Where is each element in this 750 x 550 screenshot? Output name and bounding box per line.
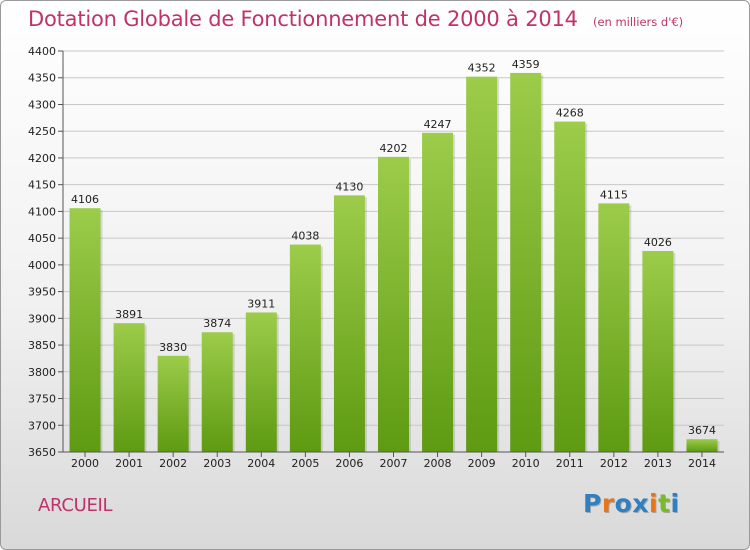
x-tick-label: 2002 (159, 457, 187, 470)
value-labels: 4106 3891 3830 3874 3911 4038 4130 4202 4247 4352… (71, 58, 716, 437)
commune-name: ARCUEIL (38, 495, 113, 516)
value-label: 4106 (71, 193, 99, 206)
logo-letter: i (670, 489, 680, 518)
logo-letter: x (632, 489, 649, 518)
value-label: 4352 (468, 62, 496, 75)
y-tick-label: 3800 (28, 366, 56, 379)
y-tick-label: 4100 (28, 205, 56, 218)
y-tick-label: 4350 (28, 72, 56, 85)
value-label: 4115 (600, 188, 628, 201)
value-label: 4026 (644, 236, 672, 249)
y-tick-label: 4200 (28, 152, 56, 165)
value-label: 4130 (335, 180, 363, 193)
bar (289, 244, 321, 452)
bar (157, 355, 189, 452)
y-axis-ticks: 3650 3700 3750 3800 3850 3900 3950 4000 4050 4100… (28, 45, 63, 459)
y-tick-label: 3950 (28, 286, 56, 299)
x-tick-label: 2013 (644, 457, 672, 470)
bar (201, 332, 233, 452)
y-tick-label: 3700 (28, 419, 56, 432)
axes (62, 51, 724, 453)
y-tick-label: 3850 (28, 339, 56, 352)
x-axis-ticks: 2000 2001 2002 2003 2004 2005 2006 2007 2008 2009… (71, 452, 716, 470)
bar (113, 323, 145, 452)
chart-title: Dotation Globale de Fonctionnement de 20… (28, 7, 578, 31)
y-tick-label: 3650 (28, 446, 56, 459)
bar (642, 250, 674, 452)
bar (686, 439, 718, 452)
value-label: 3674 (688, 424, 716, 437)
x-tick-label: 2008 (424, 457, 452, 470)
bar (466, 76, 498, 452)
x-tick-label: 2014 (688, 457, 716, 470)
y-tick-label: 4400 (28, 45, 56, 58)
value-label: 4202 (380, 142, 408, 155)
bar (245, 312, 277, 452)
bar (333, 195, 365, 453)
title-row: Dotation Globale de Fonctionnement de 20… (28, 7, 683, 31)
value-label: 4247 (424, 118, 452, 131)
x-tick-label: 2007 (380, 457, 408, 470)
bar (510, 72, 542, 453)
value-label: 3911 (247, 297, 275, 310)
x-tick-label: 2001 (115, 457, 143, 470)
y-tick-label: 4250 (28, 125, 56, 138)
logo-letter: i (649, 489, 659, 518)
x-tick-label: 2003 (203, 457, 231, 470)
value-label: 4359 (512, 58, 540, 71)
y-tick-label: 4050 (28, 232, 56, 245)
value-label: 4268 (556, 107, 584, 120)
value-label: 3891 (115, 308, 143, 321)
value-label: 3830 (159, 341, 187, 354)
y-tick-label: 3750 (28, 393, 56, 406)
y-tick-label: 4150 (28, 179, 56, 192)
value-label: 4038 (291, 230, 319, 243)
x-tick-label: 2006 (335, 457, 363, 470)
y-tick-label: 3900 (28, 312, 56, 325)
bar (69, 208, 101, 452)
logo-letter: r (601, 489, 615, 518)
bars (69, 72, 720, 453)
x-tick-label: 2012 (600, 457, 628, 470)
value-label: 3874 (203, 317, 231, 330)
x-tick-label: 2005 (291, 457, 319, 470)
bar (554, 121, 586, 453)
logo-letter: o (614, 489, 633, 518)
y-tick-label: 4000 (28, 259, 56, 272)
x-tick-label: 2000 (71, 457, 99, 470)
logo-letter: P (583, 489, 602, 518)
logo-letter: t (658, 489, 671, 518)
proxiti-logo: Proxiti (583, 489, 680, 518)
bar (598, 203, 630, 452)
y-tick-label: 4300 (28, 98, 56, 111)
x-tick-label: 2004 (247, 457, 275, 470)
x-tick-label: 2011 (556, 457, 584, 470)
x-tick-label: 2010 (512, 457, 540, 470)
x-tick-label: 2009 (468, 457, 496, 470)
chart-subtitle: (en milliers d'€) (592, 15, 684, 29)
bar (422, 132, 454, 452)
bar (378, 156, 409, 452)
